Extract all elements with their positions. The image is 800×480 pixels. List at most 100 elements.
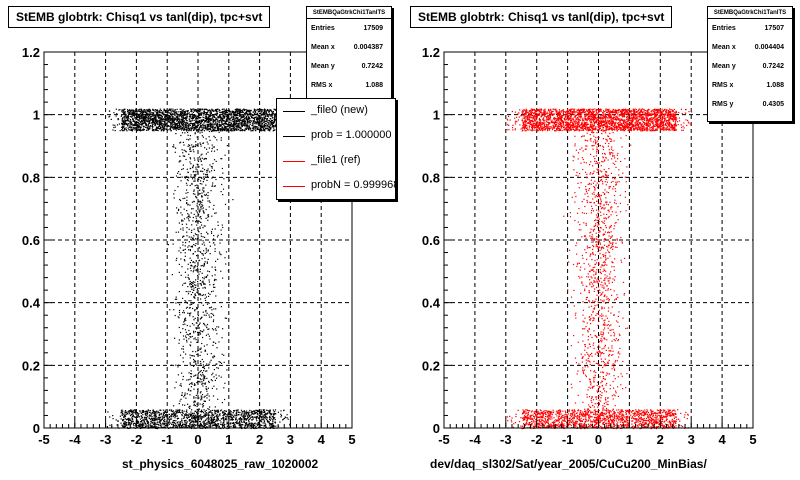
scatter-point [143,116,145,118]
scatter-point [154,412,156,414]
scatter-point [189,158,192,160]
scatter-point [229,127,231,129]
scatter-point [213,116,215,118]
scatter-point [140,108,143,111]
scatter-point [180,385,182,387]
scatter-point [187,389,189,391]
scatter-point [170,114,172,116]
scatter-point [223,113,225,115]
scatter-point [209,128,211,130]
scatter-point [153,411,155,413]
scatter-point [249,129,251,131]
scatter-point [247,118,249,120]
scatter-point [265,113,267,115]
scatter-point [243,112,246,114]
scatter-point [203,210,205,212]
scatter-point [179,142,181,144]
scatter-point [144,126,147,128]
scatter-point [198,415,200,417]
scatter-point [227,116,229,118]
scatter-point [184,111,186,113]
scatter-point [190,376,192,378]
scatter-point [256,412,259,414]
scatter-point [115,108,117,110]
scatter-point [145,120,147,122]
scatter-point [243,109,246,112]
scatter-point [197,419,199,421]
scatter-point [268,111,271,113]
scatter-point [133,416,136,418]
scatter-point [169,121,171,123]
scatter-point [196,130,198,132]
scatter-point [121,111,123,113]
scatter-point [139,121,141,123]
scatter-point [216,139,218,141]
scatter-point [192,420,194,422]
scatter-point [152,119,154,121]
scatter-point [198,323,200,325]
scatter-point [176,415,178,417]
scatter-point [202,311,204,313]
scatter-point [201,404,203,406]
scatter-point [183,218,186,220]
scatter-point [137,416,139,418]
scatter-point [269,418,271,420]
scatter-point [202,294,205,296]
scatter-point [200,419,202,421]
scatter-point [155,419,157,421]
scatter-point [248,128,250,130]
scatter-point [185,116,187,118]
scatter-point [261,122,263,125]
scatter-point [156,412,158,414]
scatter-point [217,119,219,121]
scatter-point [152,117,154,120]
scatter-point [231,419,234,421]
scatter-point [164,122,166,124]
scatter-point [233,416,235,418]
scatter-point [209,115,211,117]
scatter-point [179,304,181,306]
scatter-point [228,128,230,130]
scatter-point [120,418,122,420]
scatter-point [168,115,170,117]
scatter-point [198,128,200,130]
scatter-point [187,203,189,205]
scatter-point [262,129,264,131]
scatter-point [234,419,237,421]
scatter-point [165,120,167,122]
scatter-point [213,369,215,371]
scatter-point [203,365,205,367]
scatter-point [214,122,216,124]
scatter-point [192,170,195,172]
scatter-point [223,120,225,122]
scatter-point [241,426,243,428]
scatter-point [168,129,170,131]
scatter-point [196,109,198,111]
scatter-point [163,422,165,424]
scatter-point [190,312,192,314]
scatter-point [149,115,151,117]
scatter-point [229,125,231,128]
scatter-point [139,118,141,120]
scatter-point [218,109,220,111]
scatter-point [173,119,175,121]
scatter-point [255,129,257,131]
scatter-point [254,118,256,120]
scatter-point [184,245,186,247]
scatter-point [272,117,274,119]
scatter-point [287,418,289,420]
scatter-point [143,410,145,412]
scatter-point [267,126,269,128]
scatter-point [170,126,172,128]
scatter-point [138,424,140,426]
scatter-point [186,393,188,395]
scatter-point [127,421,130,423]
scatter-point [222,118,224,120]
scatter-point [257,414,259,416]
scatter-point [203,178,205,181]
scatter-point [146,116,148,118]
scatter-point [218,125,220,127]
scatter-point [264,130,266,132]
scatter-point [212,414,214,416]
scatter-point [205,116,207,118]
